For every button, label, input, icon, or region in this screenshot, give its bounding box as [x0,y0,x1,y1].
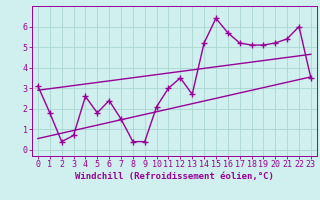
X-axis label: Windchill (Refroidissement éolien,°C): Windchill (Refroidissement éolien,°C) [75,172,274,181]
